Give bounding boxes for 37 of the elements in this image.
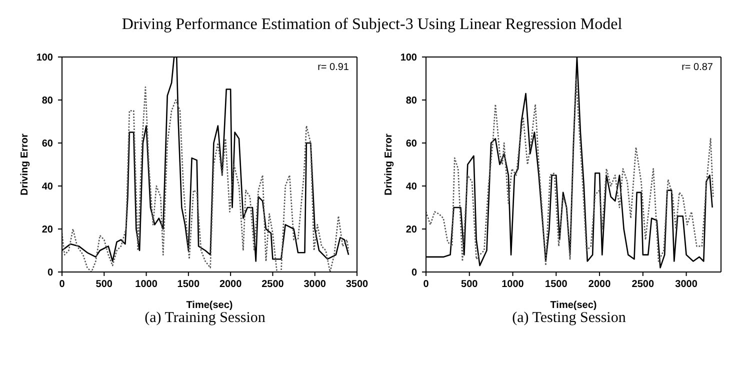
y-axis-title: Driving Error [20,134,31,196]
x-tick-label: 1000 [135,279,158,290]
x-tick-label: 3500 [346,279,369,290]
y-tick-label: 80 [42,96,54,107]
y-tick-label: 60 [406,138,418,150]
y-tick-label: 100 [400,52,418,64]
x-tick-label: 0 [59,279,66,290]
x-tick-label: 1500 [177,279,200,290]
y-tick-label: 40 [42,182,54,193]
x-tick-label: 1000 [502,279,524,290]
x-tick-label: 2000 [219,279,242,290]
x-tick-label: 2000 [588,279,612,290]
text: (a) Training Session [144,310,266,327]
y-tick-label: 0 [411,268,418,279]
x-tick-label: 3000 [304,279,326,290]
y-tick-label: 40 [406,182,418,193]
y-tick-label: 20 [406,224,418,236]
x-tick-label: 3000 [675,279,698,290]
annotation: r= 0.91 [316,62,350,73]
annotation: r= 0.87 [680,62,714,73]
y-tick-label: 20 [42,224,54,236]
x-tick-label: 500 [96,279,113,290]
x-tick-label: 0 [423,279,430,290]
x-tick-label: 500 [461,279,478,290]
y-tick-label: 60 [42,138,54,150]
y-tick-label: 0 [47,268,54,279]
text: (a) Testing Session [511,310,627,327]
x-tick-label: 2500 [262,279,284,290]
x-tick-label: 1500 [545,279,568,290]
x-axis-title: Time(sec) [186,300,233,311]
line-series [62,86,350,272]
x-axis-title: Time(sec) [550,300,597,311]
x-tick-label: 2500 [632,279,654,290]
y-axis-title: Driving Error [384,134,395,196]
chart-title: Driving Performance Estimation of Subject-3 Using Linear Regression Model [120,16,624,34]
y-tick-label: 80 [406,96,418,107]
y-tick-label: 100 [36,52,54,64]
